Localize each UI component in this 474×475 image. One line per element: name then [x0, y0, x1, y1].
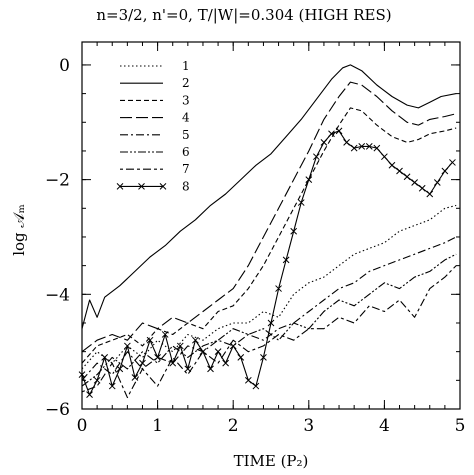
axis-tick-labels: 0 1 2 3 4 5 −6 −4 −2 0 — [45, 56, 465, 436]
series-6-line — [81, 253, 457, 387]
series-8-marker — [86, 391, 93, 399]
x-tick-label: 3 — [303, 416, 314, 436]
x-tick-label: 2 — [228, 416, 239, 436]
series-8-marker — [252, 382, 260, 390]
axis-ticks — [81, 42, 461, 410]
series-8-marker — [260, 354, 267, 361]
legend-label-6: 6 — [182, 145, 190, 159]
legend-marker — [116, 183, 124, 190]
series-8-marker — [154, 354, 161, 361]
series-8-marker — [214, 348, 222, 356]
legend-label-8: 8 — [182, 179, 190, 193]
x-tick-label: 1 — [152, 416, 163, 436]
series-4 — [81, 81, 457, 353]
series-8-marker — [222, 359, 229, 367]
series-8-marker — [350, 144, 358, 152]
series-8-marker — [335, 127, 343, 135]
series-7 — [81, 265, 457, 399]
series-8-marker — [244, 376, 252, 384]
series-8-marker — [229, 342, 237, 350]
series-8-marker — [328, 130, 335, 138]
plot-series — [78, 64, 457, 399]
series-8-marker — [169, 359, 177, 367]
legend-label-1: 1 — [182, 59, 190, 73]
series-8-marker — [373, 144, 381, 152]
y-tick-label: −4 — [45, 285, 70, 305]
series-3 — [81, 107, 457, 364]
series-7-line — [81, 265, 457, 399]
series-8-marker — [418, 184, 426, 192]
legend-label-2: 2 — [182, 76, 190, 90]
y-tick-label: 0 — [59, 56, 70, 76]
series-8-marker — [449, 159, 456, 166]
series-8-marker — [139, 359, 146, 367]
series-8-marker — [426, 190, 434, 198]
series-8-marker — [176, 342, 184, 350]
legend-label-5: 5 — [182, 128, 190, 142]
series-8-marker — [116, 365, 124, 373]
x-tick-label: 0 — [77, 416, 88, 436]
series-8-marker — [131, 374, 139, 381]
legend-marker — [159, 183, 167, 190]
series-8-marker — [146, 336, 154, 344]
series-8-marker — [93, 376, 101, 384]
series-8-marker — [108, 382, 116, 390]
series-8-marker — [441, 167, 449, 175]
series-8-marker — [396, 167, 403, 175]
series-8-marker — [124, 342, 131, 350]
x-axis-label: TIME (P₂) — [234, 452, 309, 470]
series-8-marker — [282, 256, 290, 264]
legend-label-3: 3 — [182, 93, 190, 107]
series-2-line — [81, 64, 457, 329]
x-tick-label: 4 — [379, 416, 390, 436]
series-8-marker — [358, 143, 366, 150]
legend-marker — [138, 183, 145, 190]
plot-frame — [81, 41, 461, 410]
chart-title: n=3/2, n'=0, T/|W|=0.304 (HIGH RES) — [96, 6, 391, 24]
series-3-line — [81, 107, 457, 364]
series-8-marker — [275, 285, 282, 292]
series-8-marker — [207, 365, 214, 373]
series-8-line — [81, 130, 453, 396]
series-8-marker — [297, 199, 305, 206]
series-8-marker — [199, 348, 207, 356]
series-8-marker — [313, 153, 320, 161]
series-8-marker — [320, 138, 328, 146]
series-8-marker — [305, 176, 313, 183]
y-tick-label: −6 — [45, 400, 70, 420]
series-8-marker — [184, 365, 192, 373]
series-8-marker — [101, 354, 109, 361]
legend-label-7: 7 — [182, 162, 190, 176]
legend-label-4: 4 — [182, 111, 190, 125]
series-8-marker — [403, 173, 411, 181]
series-8-marker — [365, 143, 373, 150]
series-1 — [81, 204, 457, 370]
series-8-marker — [411, 179, 418, 186]
series-8-marker — [192, 336, 199, 344]
series-8-marker — [388, 161, 396, 169]
x-tick-label: 5 — [455, 416, 466, 436]
series-8 — [78, 127, 456, 399]
series-4-line — [81, 81, 457, 353]
series-8-marker — [433, 179, 441, 186]
series-8-marker — [237, 354, 245, 361]
series-6 — [81, 253, 457, 387]
series-8-marker — [290, 227, 298, 235]
series-8-marker — [161, 331, 169, 338]
series-5 — [81, 236, 457, 381]
series-2 — [81, 64, 457, 329]
series-8-marker — [78, 371, 86, 378]
legend: 1 2 3 4 5 6 7 8 — [116, 59, 190, 193]
series-8-marker — [267, 319, 275, 327]
series-8-marker — [343, 138, 350, 146]
series-8-marker — [381, 153, 388, 161]
series-5-line — [81, 236, 457, 381]
y-tick-label: −2 — [45, 171, 70, 191]
series-1-line — [81, 204, 457, 370]
y-axis-label: log 𝒜ₘ — [10, 204, 28, 256]
